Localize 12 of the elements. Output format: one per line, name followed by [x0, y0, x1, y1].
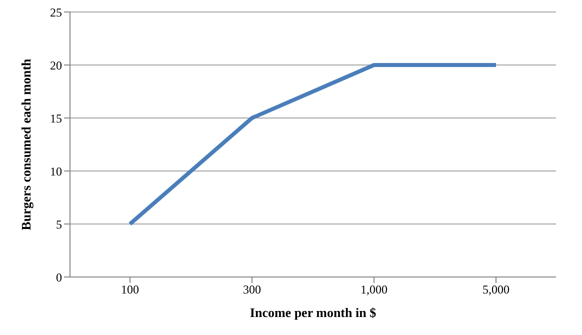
y-tick-label: 5 — [56, 217, 62, 232]
y-tick-label: 15 — [50, 111, 62, 126]
y-tick-label: 20 — [50, 58, 62, 72]
x-tick-label: 1,000 — [360, 282, 388, 297]
x-axis-title: Income per month in $ — [250, 305, 377, 320]
x-tick-label: 5,000 — [482, 282, 510, 297]
y-tick-label: 25 — [50, 5, 62, 20]
y-tick-label: 0 — [56, 270, 62, 284]
y-tick-label: 10 — [50, 164, 62, 178]
x-tick-label: 300 — [243, 282, 261, 297]
y-axis-title: Burgers consumed each month — [18, 58, 34, 230]
x-tick-label: 100 — [121, 282, 139, 297]
